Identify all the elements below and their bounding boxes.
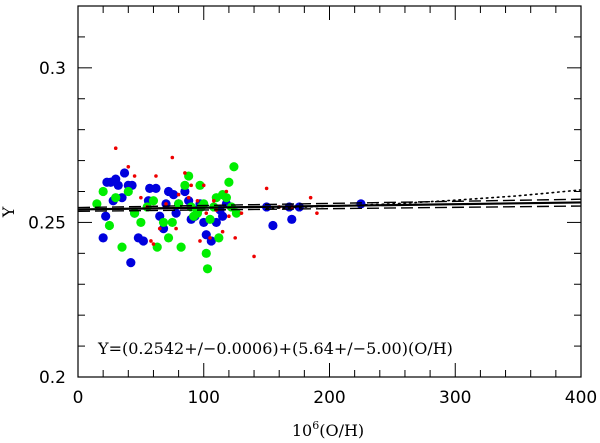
point-red [151, 242, 156, 246]
point-green [201, 248, 211, 258]
point-red [154, 174, 158, 178]
point-red [308, 195, 313, 200]
point-blue [117, 193, 127, 203]
point-red [315, 211, 319, 215]
point-green [148, 196, 159, 206]
point-red [174, 226, 178, 231]
x-tick-label: 300 [439, 388, 471, 408]
x-axis-label-exponent: 6 [312, 419, 319, 432]
point-red [208, 236, 212, 240]
point-blue [113, 180, 123, 190]
point-red [176, 192, 181, 197]
line-upper-dashed [78, 198, 581, 209]
point-green [163, 233, 174, 243]
point-red [139, 195, 143, 200]
point-green [123, 186, 133, 197]
point-blue [126, 258, 136, 268]
plot-inner [78, 146, 581, 274]
point-blue [145, 183, 155, 194]
point-blue [218, 211, 228, 221]
point-green [111, 193, 121, 203]
x-tick-label: 0 [73, 388, 84, 408]
point-red [189, 183, 193, 188]
point-green [104, 220, 115, 231]
point-blue [119, 168, 130, 178]
point-green [92, 199, 102, 209]
y-axis-label: Y [0, 206, 18, 218]
y-tick-label: 0.3 [39, 59, 66, 79]
y-tick-label: 0.2 [39, 368, 66, 388]
point-green [129, 208, 140, 218]
point-green [229, 162, 239, 172]
point-green [205, 214, 215, 224]
point-red [157, 226, 162, 231]
x-tick-label: 100 [188, 388, 220, 408]
point-green [117, 242, 127, 252]
point-red [186, 195, 191, 200]
point-blue [168, 189, 179, 200]
point-green [176, 242, 186, 252]
point-blue [138, 236, 148, 246]
point-green [224, 177, 234, 187]
x-axis-label-rest: (O/H) [319, 421, 364, 440]
point-red [113, 146, 118, 151]
point-red [264, 186, 269, 191]
point-red [198, 239, 202, 243]
line-upper-dotted [265, 189, 581, 210]
point-green [214, 233, 224, 243]
point-red [126, 164, 131, 169]
point-red [227, 214, 231, 219]
point-green [231, 208, 242, 218]
point-red [239, 211, 244, 215]
point-red [252, 254, 256, 259]
line-fit [78, 201, 581, 211]
point-red [132, 174, 137, 178]
point-green [202, 264, 213, 274]
point-red [201, 183, 206, 188]
point-red [204, 211, 209, 215]
plot-area [78, 146, 581, 274]
point-blue [268, 220, 278, 231]
x-tick-label: 400 [565, 388, 597, 408]
point-red [164, 202, 168, 206]
point-green [195, 180, 205, 190]
point-green [221, 193, 231, 203]
point-red [149, 239, 153, 243]
x-tick-label: 200 [313, 388, 345, 408]
point-green [180, 180, 190, 190]
point-red [224, 189, 229, 194]
point-red [212, 198, 216, 203]
point-red [170, 155, 175, 160]
point-blue [98, 233, 108, 243]
point-blue [101, 211, 111, 221]
point-green [98, 186, 108, 197]
point-green [136, 217, 146, 228]
line-lower-dashed [78, 205, 581, 212]
point-green [167, 217, 177, 228]
point-blue [151, 183, 161, 194]
x-axis-label: 106(O/H) [292, 419, 364, 440]
axes: 0 100 200 300 400 0.2 0.25 0.3 [28, 5, 597, 408]
point-red [183, 171, 187, 175]
point-red [220, 229, 225, 234]
point-blue [287, 214, 297, 224]
point-red [195, 198, 200, 203]
point-red [233, 236, 237, 240]
point-green [158, 217, 169, 228]
fit-equation-annotation: Y=(0.2542+/−0.0006)+(5.64+/−5.00)(O/H) [97, 339, 453, 358]
y-tick-label: 0.25 [28, 213, 66, 233]
point-blue [356, 199, 366, 209]
x-axis-label-base: 10 [292, 421, 312, 440]
